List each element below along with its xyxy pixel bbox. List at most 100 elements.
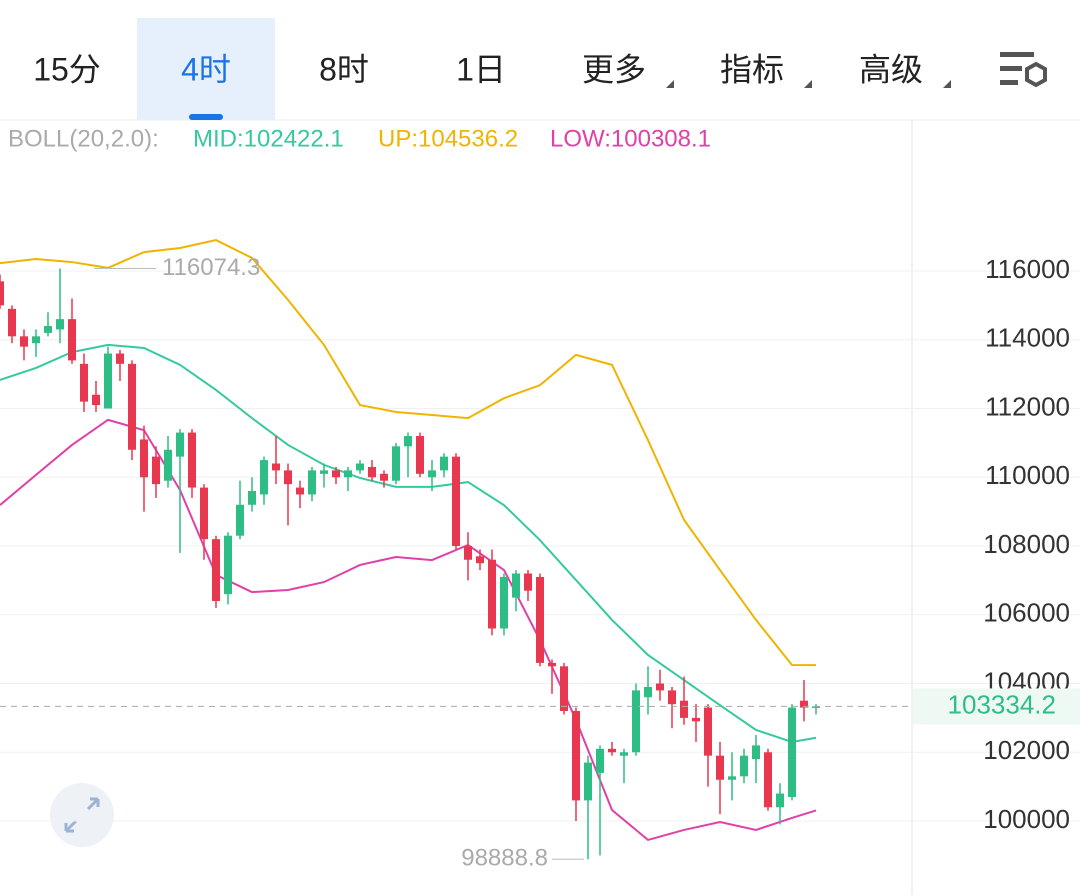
candle-body: [44, 326, 52, 333]
dropdown-caret: [804, 80, 812, 88]
candle-body: [140, 439, 148, 478]
candle-body: [0, 281, 4, 306]
candle-body: [20, 336, 28, 347]
tab[interactable]: 高级: [859, 51, 951, 88]
y-tick-label: 114000: [985, 323, 1070, 353]
candle-body: [284, 470, 292, 485]
candle-body: [560, 666, 568, 712]
y-tick-label: 106000: [983, 598, 1070, 628]
candle-body: [164, 449, 172, 481]
y-tick-label: 112000: [985, 391, 1070, 421]
candle-body: [320, 470, 328, 474]
tab-label: 8时: [319, 51, 369, 87]
candle-body: [56, 319, 64, 330]
candle-body: [788, 707, 796, 797]
candle-body: [452, 456, 460, 547]
candle-body: [92, 394, 100, 406]
candle-body: [200, 487, 208, 540]
candle-body: [680, 700, 688, 718]
candle-body: [176, 432, 184, 457]
y-tick-label: 102000: [983, 735, 1070, 765]
expand-circle: [50, 783, 114, 847]
tab-label: 更多: [582, 51, 646, 87]
tab-label: 指标: [720, 51, 784, 87]
band-line: [0, 418, 817, 842]
candle-body: [332, 470, 340, 478]
candle-body: [776, 793, 784, 808]
candle-body: [584, 762, 592, 801]
last-price-box: [913, 688, 1080, 725]
expand-button[interactable]: [50, 783, 114, 847]
candle-body: [488, 559, 496, 629]
candle-body: [416, 436, 424, 474]
candle-body: [752, 745, 760, 760]
band-line: [0, 343, 817, 743]
candle-body: [464, 546, 472, 560]
tab-label: 15分: [33, 51, 101, 87]
legend-entry: LOW:100308.1: [550, 125, 711, 152]
tab[interactable]: 8时: [319, 51, 369, 87]
indicator-label: BOLL(20,2.0):: [8, 125, 159, 152]
y-tick-label: 108000: [983, 529, 1070, 559]
candle-body: [104, 353, 112, 409]
tab[interactable]: 更多: [582, 51, 674, 88]
candle-body: [440, 456, 448, 471]
candle-body: [728, 776, 736, 780]
candle-body: [812, 706, 820, 708]
candle-body: [476, 556, 484, 564]
candle-body: [524, 573, 532, 591]
tab[interactable]: 15分: [33, 51, 101, 87]
expand-arrows: [64, 797, 100, 833]
candle-body: [632, 690, 640, 753]
candle-body: [8, 308, 16, 337]
icon-hex: [1025, 61, 1047, 88]
settings-icon[interactable]: [1000, 52, 1047, 88]
low-label: 98888.8: [461, 845, 548, 872]
candle-body: [428, 470, 436, 478]
candle-body: [344, 470, 352, 478]
candle-body: [692, 717, 700, 722]
tab-label: 高级: [859, 51, 923, 87]
candle-body: [356, 463, 364, 471]
y-tick-label: 100000: [983, 804, 1070, 834]
candle-body: [656, 683, 664, 691]
y-tick-label: 116000: [985, 254, 1070, 284]
icon-bar: [1000, 52, 1034, 57]
tab-label: 4时: [181, 51, 231, 87]
dropdown-caret: [943, 80, 951, 88]
tab-indicator: [189, 114, 223, 120]
band-line: [0, 239, 817, 667]
candle-body: [764, 752, 772, 808]
candle-body: [740, 755, 748, 777]
candle-body: [596, 748, 604, 773]
candle-body: [608, 748, 616, 753]
candle-body: [716, 755, 724, 780]
candle-body: [536, 576, 544, 663]
candle-body: [512, 573, 520, 598]
icon-bar: [1000, 66, 1022, 71]
candle-body: [296, 487, 304, 495]
candle-body: [128, 363, 136, 450]
candle-body: [152, 456, 160, 485]
candle-body: [704, 707, 712, 756]
candle-body: [668, 690, 676, 705]
candle-body: [224, 535, 232, 595]
candle-body: [68, 319, 76, 361]
candle-body: [260, 460, 268, 495]
candle-body: [236, 504, 244, 536]
candle-body: [620, 752, 628, 756]
candle-body: [32, 336, 40, 344]
candle-body: [116, 353, 124, 364]
tab[interactable]: 4时: [137, 18, 275, 120]
candle-body: [548, 662, 556, 667]
icon-bar: [1000, 80, 1018, 85]
legend-entry: UP:104536.2: [378, 125, 518, 152]
dropdown-caret: [666, 80, 674, 88]
tab-label: 1日: [456, 51, 506, 87]
tab[interactable]: 1日: [456, 51, 506, 87]
tab[interactable]: 指标: [720, 51, 812, 88]
candle-body: [404, 436, 412, 447]
candle-body: [392, 446, 400, 481]
